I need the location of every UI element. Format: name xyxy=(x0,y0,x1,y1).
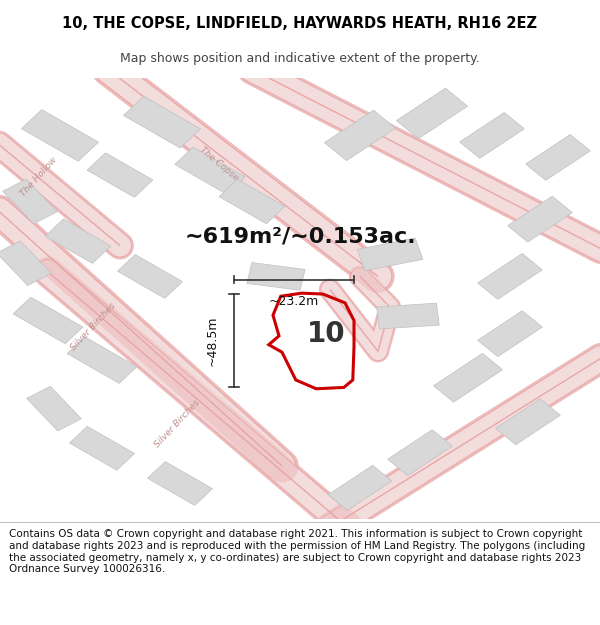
Polygon shape xyxy=(124,96,200,148)
Polygon shape xyxy=(87,153,153,198)
Polygon shape xyxy=(27,386,81,431)
Polygon shape xyxy=(148,462,212,506)
Text: ~48.5m: ~48.5m xyxy=(206,316,219,366)
Polygon shape xyxy=(526,134,590,181)
Text: Contains OS data © Crown copyright and database right 2021. This information is : Contains OS data © Crown copyright and d… xyxy=(9,529,585,574)
Text: The Copse: The Copse xyxy=(198,146,240,182)
Polygon shape xyxy=(22,109,98,161)
Polygon shape xyxy=(3,179,57,224)
Polygon shape xyxy=(175,147,245,194)
Polygon shape xyxy=(219,179,285,224)
Polygon shape xyxy=(67,337,137,383)
Polygon shape xyxy=(377,303,439,329)
Polygon shape xyxy=(118,254,182,298)
Polygon shape xyxy=(45,219,111,263)
Polygon shape xyxy=(433,353,503,402)
Polygon shape xyxy=(508,196,572,242)
Text: Silver Birches: Silver Birches xyxy=(68,301,118,352)
Text: 10, THE COPSE, LINDFIELD, HAYWARDS HEATH, RH16 2EZ: 10, THE COPSE, LINDFIELD, HAYWARDS HEATH… xyxy=(62,16,538,31)
Polygon shape xyxy=(496,399,560,445)
Text: ~619m²/~0.153ac.: ~619m²/~0.153ac. xyxy=(184,227,416,247)
Polygon shape xyxy=(247,262,305,290)
Text: 10: 10 xyxy=(307,319,346,348)
Text: Map shows position and indicative extent of the property.: Map shows position and indicative extent… xyxy=(120,52,480,65)
Polygon shape xyxy=(357,238,423,271)
Text: ~23.2m: ~23.2m xyxy=(269,296,319,308)
Polygon shape xyxy=(388,430,452,476)
Polygon shape xyxy=(70,426,134,470)
Polygon shape xyxy=(13,298,83,344)
Polygon shape xyxy=(0,241,51,286)
Polygon shape xyxy=(328,465,392,511)
Polygon shape xyxy=(325,110,395,161)
Polygon shape xyxy=(460,112,524,158)
Polygon shape xyxy=(478,311,542,357)
Polygon shape xyxy=(478,254,542,299)
Text: The Hollow: The Hollow xyxy=(19,156,59,199)
Text: Silver Birches: Silver Birches xyxy=(152,398,202,449)
Polygon shape xyxy=(397,88,467,139)
